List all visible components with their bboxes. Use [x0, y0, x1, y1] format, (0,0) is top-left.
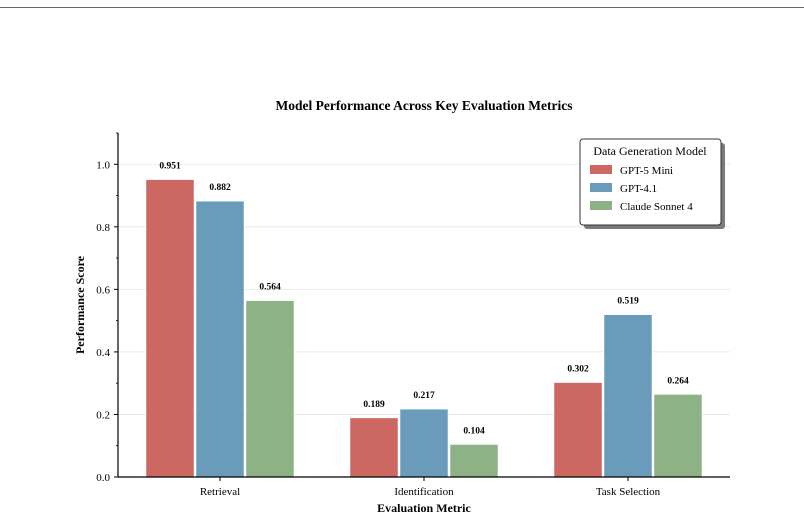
bar — [195, 200, 245, 478]
legend-box — [579, 138, 722, 226]
legend-swatch — [590, 201, 612, 210]
data-label: 0.564 — [259, 283, 281, 293]
bar — [449, 444, 499, 478]
y-tick-label: 0.0 — [96, 472, 110, 484]
bar — [349, 417, 399, 478]
x-tick-label: Identification — [394, 486, 454, 498]
bar — [399, 408, 449, 478]
y-axis-label: Performance Score — [73, 255, 87, 354]
data-labels: 0.951 0.882 0.564 0.189 0.217 0.104 0.302 0.519… — [159, 162, 689, 437]
legend: Data Generation Model GPT-5 Mini GPT-4.1 C… — [579, 138, 725, 229]
data-label: 0.519 — [617, 297, 639, 307]
data-label: 0.882 — [209, 183, 231, 193]
x-tick-label: Retrieval — [200, 486, 240, 498]
data-label: 0.302 — [567, 365, 589, 375]
bar — [553, 382, 603, 478]
legend-swatch — [590, 165, 612, 174]
data-label: 0.217 — [413, 391, 435, 401]
bar — [245, 300, 295, 478]
x-axis-label: Evaluation Metric — [377, 501, 471, 515]
data-label: 0.104 — [463, 426, 485, 436]
legend-title: Data Generation Model — [593, 144, 707, 158]
bar — [603, 314, 653, 478]
y-tick-label: 0.2 — [96, 409, 110, 421]
legend-label: GPT-4.1 — [620, 183, 657, 195]
bar — [653, 394, 703, 478]
legend-swatch — [590, 183, 612, 192]
data-label: 0.189 — [363, 400, 385, 410]
bar — [145, 179, 195, 478]
bars — [145, 179, 703, 478]
data-label: 0.951 — [159, 162, 181, 172]
x-tick-label: Task Selection — [596, 486, 661, 498]
axes: 0.0 0.2 0.4 0.6 0.8 1.0 Retrieval Identificatio… — [96, 132, 730, 498]
legend-label: GPT-5 Mini — [620, 165, 673, 177]
chart-title: Model Performance Across Key Evaluation … — [275, 98, 572, 113]
y-tick-label: 0.6 — [96, 284, 110, 296]
legend-label: Claude Sonnet 4 — [620, 201, 693, 213]
y-tick-label: 1.0 — [96, 159, 110, 171]
top-divider — [0, 7, 804, 8]
y-tick-label: 0.4 — [96, 347, 110, 359]
y-tick-label: 0.8 — [96, 222, 110, 234]
data-label: 0.264 — [667, 376, 689, 386]
